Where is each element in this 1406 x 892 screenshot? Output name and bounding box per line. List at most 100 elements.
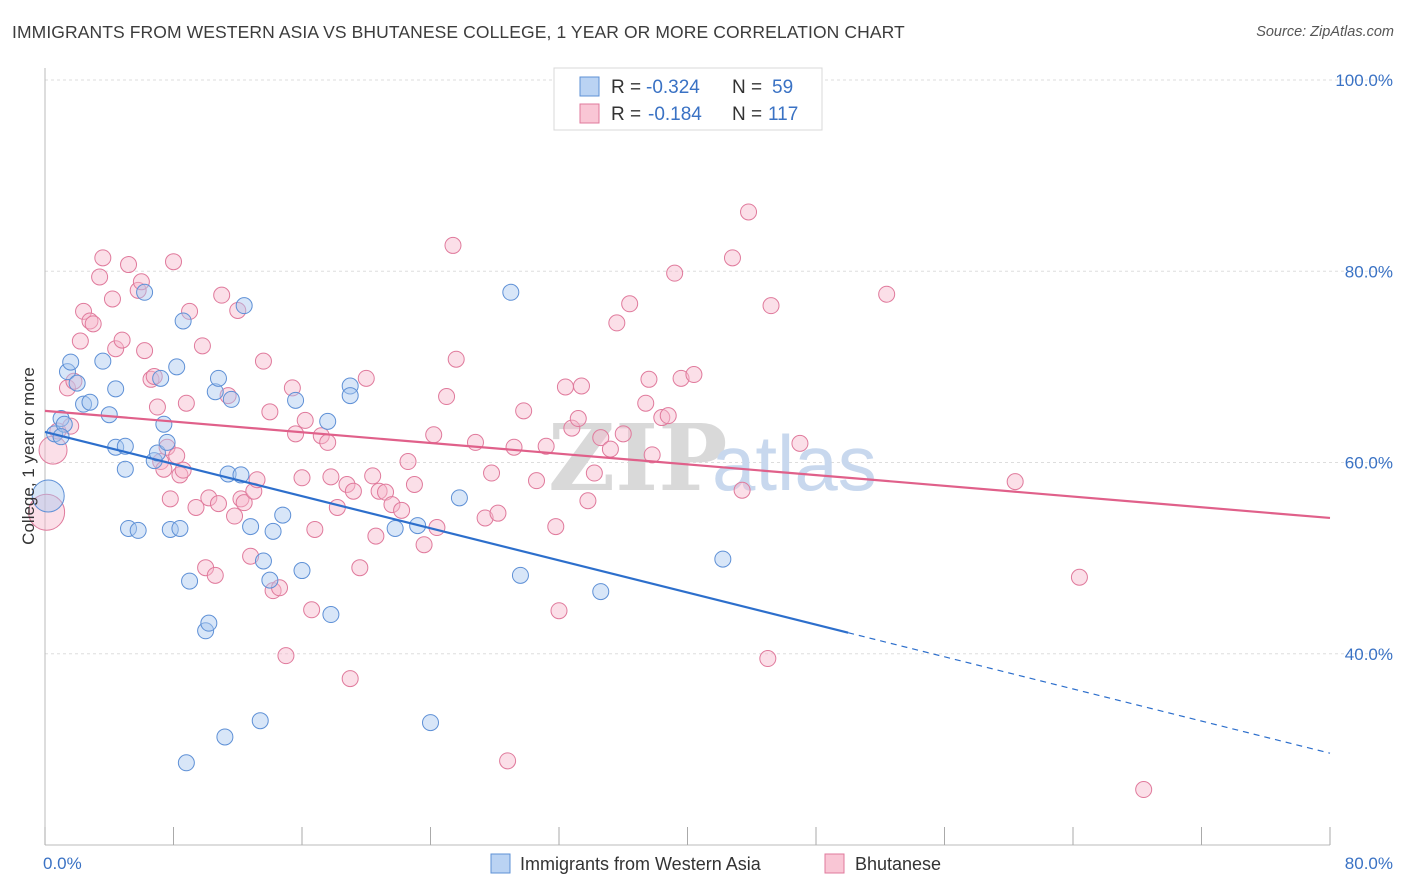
point-pink-8	[81, 312, 99, 330]
legend-r-value-1: -0.324	[646, 77, 700, 98]
point-pink-74	[405, 475, 423, 493]
point-blue-20	[152, 369, 170, 387]
point-blue-40	[261, 571, 279, 589]
axes	[44, 68, 1331, 846]
point-pink-47	[254, 352, 272, 370]
point-pink-76	[425, 426, 443, 444]
watermark: ZIP atlas	[548, 404, 877, 512]
point-pink-7	[75, 302, 93, 320]
point-pink-40	[226, 507, 244, 525]
point-pink-5	[65, 372, 83, 390]
point-pink-51	[277, 647, 295, 665]
point-pink-100	[608, 314, 626, 332]
point-pink-11	[94, 249, 112, 267]
trend-line-blue-extension	[847, 632, 1331, 754]
bottom-legend-label-blue: Immigrants from Western Asia	[520, 854, 762, 874]
y-tick-labels: 100.0% 80.0% 60.0% 40.0%	[1335, 71, 1393, 664]
point-blue-41	[264, 522, 282, 540]
point-pink-37	[209, 495, 227, 513]
point-blue-47	[341, 377, 359, 395]
point-pink-71	[383, 496, 401, 514]
point-pink-62	[338, 475, 356, 493]
point-pink-117	[878, 285, 896, 303]
point-pink-28	[171, 466, 189, 484]
point-pink-93	[563, 419, 581, 437]
point-pink-119	[1070, 568, 1088, 586]
point-blue-6	[68, 374, 86, 392]
point-pink-116	[791, 434, 809, 452]
point-blue-2	[52, 410, 70, 428]
point-blue-25	[171, 519, 189, 537]
point-pink-91	[550, 602, 568, 620]
point-blue-14	[116, 460, 134, 478]
point-pink-24	[158, 438, 176, 456]
point-blue-29	[200, 614, 218, 632]
point-pink-112	[733, 481, 751, 499]
point-pink-20	[145, 367, 163, 385]
point-blue-17	[136, 283, 154, 301]
point-pink-103	[637, 394, 655, 412]
legend-r-label-2: R =	[611, 104, 641, 125]
point-blue-46	[322, 606, 340, 624]
point-pink-86	[505, 438, 523, 456]
point-pink-26	[165, 253, 182, 271]
legend-n-value-1: 59	[772, 77, 793, 98]
point-blue-43	[287, 391, 305, 409]
watermark-atlas: atlas	[712, 419, 877, 507]
point-pink-118	[1006, 473, 1024, 491]
point-blue-12	[107, 380, 125, 398]
trend-lines	[44, 409, 1331, 754]
point-pink-9	[84, 315, 102, 333]
point-pink-14	[113, 331, 131, 349]
legend: R = -0.324 N = 59 R = -0.184 N = 117	[553, 67, 823, 131]
bottom-legend: Immigrants from Western Asia Bhutanese	[490, 853, 941, 874]
point-pink-13	[107, 340, 125, 358]
point-blue-53	[502, 283, 520, 301]
point-pink-69	[370, 482, 388, 500]
point-blue-30	[206, 383, 224, 401]
point-pink-113	[740, 203, 758, 221]
point-pink-73	[399, 453, 417, 471]
point-pink-12	[103, 290, 121, 308]
point-pink-64	[344, 482, 362, 500]
trend-line-blue	[44, 430, 849, 634]
point-pink-85	[499, 752, 517, 770]
point-blue-54	[511, 566, 529, 584]
bottom-legend-swatch-pink	[824, 853, 845, 874]
point-blue-8	[81, 393, 99, 411]
point-blue-26	[174, 312, 192, 330]
point-pink-79	[444, 236, 462, 254]
point-blue-39	[254, 552, 272, 570]
point-blue-56	[714, 550, 732, 568]
point-blue-42	[274, 506, 292, 524]
point-pink-80	[447, 350, 465, 368]
legend-n-label-2: N =	[732, 104, 762, 125]
point-pink-58	[312, 427, 330, 445]
point-pink-87	[515, 402, 533, 420]
point-pink-102	[621, 295, 639, 313]
x-tick-labels: 0.0% 80.0%	[43, 854, 1393, 873]
point-blue-37	[242, 518, 260, 536]
point-blue-5	[62, 353, 80, 371]
point-blue-21	[155, 415, 173, 433]
point-blue-31	[209, 369, 227, 387]
point-pink-35	[200, 489, 218, 507]
point-pink-10	[91, 268, 109, 286]
y-tick-label-0: 100.0%	[1335, 71, 1393, 90]
source-label: Source: ZipAtlas.com	[1256, 24, 1394, 40]
point-pink-97	[585, 464, 603, 482]
point-pink-30	[177, 394, 195, 412]
point-pink-115	[762, 297, 780, 315]
point-pink-96	[579, 492, 597, 510]
point-pink-65	[351, 559, 369, 577]
point-pink-84	[489, 504, 507, 522]
point-blue-48	[341, 387, 359, 405]
legend-swatch-pink	[579, 103, 600, 124]
bottom-legend-label-pink: Bhutanese	[855, 854, 941, 874]
point-pink-36	[206, 566, 224, 584]
point-blue-38	[251, 712, 269, 730]
point-pink-60	[322, 468, 340, 486]
point-blue-44	[293, 562, 311, 580]
point-pink-66	[357, 369, 375, 387]
